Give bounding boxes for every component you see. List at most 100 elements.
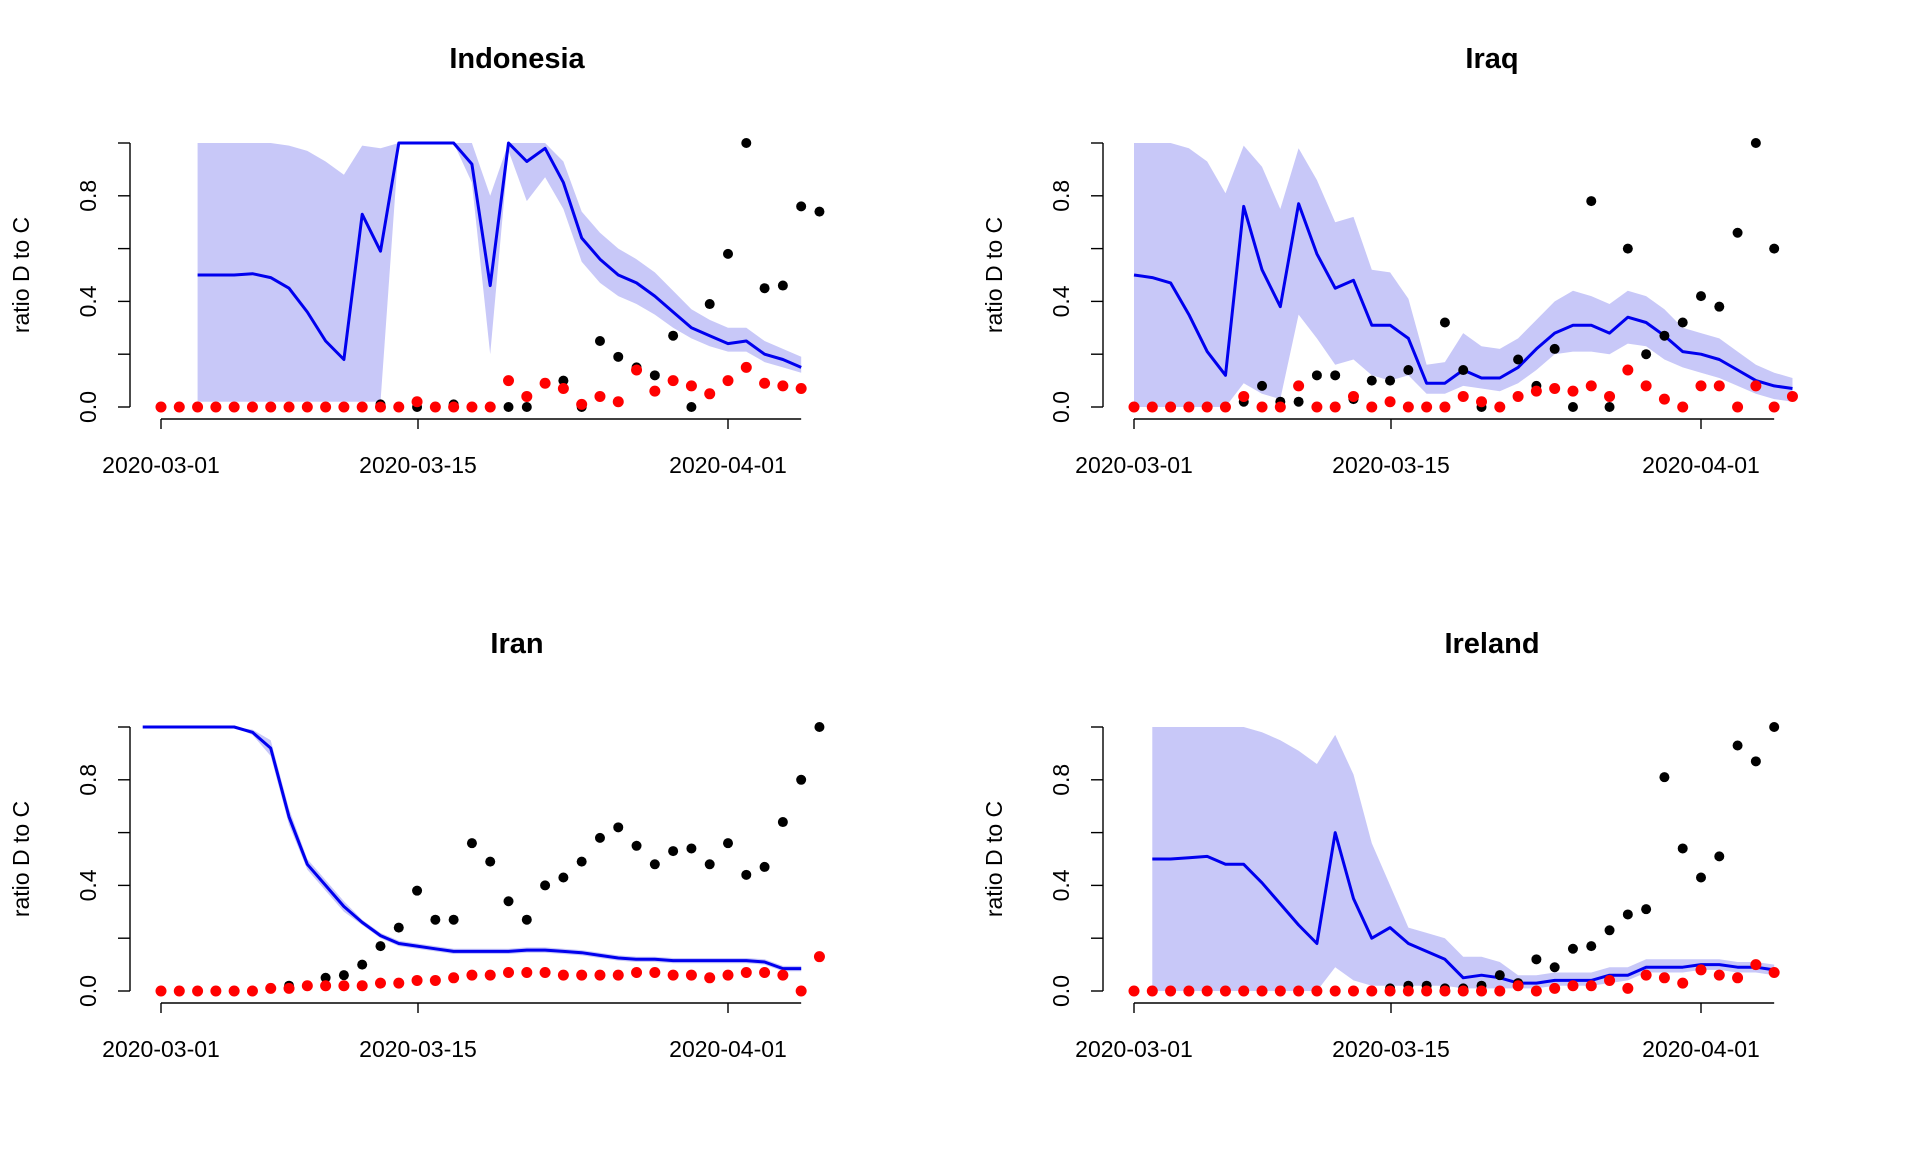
point-black xyxy=(777,280,788,291)
point-red xyxy=(1457,390,1469,402)
point-red xyxy=(649,385,661,397)
point-red xyxy=(1238,985,1250,997)
point-red xyxy=(503,967,515,979)
point-black xyxy=(1732,227,1743,238)
point-red xyxy=(374,977,386,989)
point-black xyxy=(521,402,532,412)
point-red xyxy=(374,401,386,413)
point-red xyxy=(1732,401,1744,413)
point-black xyxy=(521,914,532,925)
point-red xyxy=(1768,401,1780,413)
point-black xyxy=(1458,365,1469,376)
point-red xyxy=(393,977,405,989)
point-black xyxy=(1403,365,1414,376)
point-black xyxy=(1586,196,1597,207)
point-red xyxy=(1658,972,1670,984)
point-red xyxy=(1567,385,1579,397)
ratio-line xyxy=(197,141,802,369)
point-red xyxy=(1329,985,1341,997)
y-tick-label: 0.0 xyxy=(75,975,101,1007)
point-red xyxy=(1713,969,1725,981)
point-black xyxy=(741,869,752,880)
point-red xyxy=(1256,985,1268,997)
point-red xyxy=(685,969,697,981)
point-red xyxy=(246,985,258,997)
x-tick-label: 2020-03-01 xyxy=(102,1036,220,1062)
x-tick-label: 2020-04-01 xyxy=(1642,452,1760,478)
point-red xyxy=(1640,380,1652,392)
point-black xyxy=(1622,243,1633,254)
point-red xyxy=(448,972,460,984)
point-red xyxy=(1549,383,1561,395)
y-axis-label: ratio D to C xyxy=(981,801,1007,917)
point-red xyxy=(740,967,752,979)
x-tick-label: 2020-03-01 xyxy=(102,452,220,478)
point-red xyxy=(228,985,240,997)
point-red xyxy=(265,982,277,994)
point-red xyxy=(356,980,368,992)
point-red xyxy=(429,974,441,986)
point-black xyxy=(540,880,551,891)
panel-ireland: Ireland ratio D to C 0.0 0.4 0.8 2020-03-01 20… xyxy=(981,628,1780,1062)
point-red xyxy=(813,951,825,963)
point-black xyxy=(1586,941,1597,952)
point-red xyxy=(1604,974,1616,986)
point-red xyxy=(265,401,277,413)
point-black xyxy=(796,774,807,785)
point-red xyxy=(173,985,185,997)
point-red xyxy=(1439,401,1451,413)
point-black xyxy=(1604,402,1615,412)
point-red xyxy=(1128,985,1140,997)
y-tick-label: 0.8 xyxy=(1048,180,1074,212)
confidence-band xyxy=(197,143,802,402)
point-red xyxy=(777,380,789,392)
point-red xyxy=(246,401,258,413)
point-red xyxy=(1750,959,1762,971)
y-tick-label: 0.0 xyxy=(75,391,101,423)
point-red xyxy=(1128,401,1140,413)
point-red xyxy=(155,985,167,997)
point-black xyxy=(1622,909,1633,920)
point-red xyxy=(1311,401,1323,413)
point-red xyxy=(1329,401,1341,413)
point-black xyxy=(503,896,514,907)
point-red xyxy=(759,377,771,389)
y-tick-label: 0.8 xyxy=(75,180,101,212)
point-red xyxy=(1622,364,1634,376)
point-red xyxy=(1256,401,1268,413)
point-red xyxy=(1695,964,1707,976)
point-red xyxy=(283,401,295,413)
point-black xyxy=(613,822,624,833)
point-red xyxy=(1183,985,1195,997)
y-tick-label: 0.4 xyxy=(1048,285,1074,317)
point-black xyxy=(631,840,642,851)
point-red xyxy=(539,377,551,389)
point-black xyxy=(1385,375,1396,386)
point-red xyxy=(576,398,588,410)
point-red xyxy=(759,967,771,979)
point-red xyxy=(1421,985,1433,997)
y-axis-label: ratio D to C xyxy=(8,217,34,333)
y-tick-label: 0.0 xyxy=(1048,975,1074,1007)
point-red xyxy=(704,388,716,400)
point-red xyxy=(1494,985,1506,997)
point-black xyxy=(466,838,477,849)
point-red xyxy=(411,974,423,986)
point-red xyxy=(1512,980,1524,992)
point-red xyxy=(722,969,734,981)
point-black xyxy=(1677,317,1688,328)
point-black xyxy=(1293,396,1304,407)
point-red xyxy=(1530,985,1542,997)
point-red xyxy=(631,967,643,979)
x-tick-label: 2020-03-01 xyxy=(1075,1036,1193,1062)
point-black xyxy=(1769,722,1780,732)
point-black xyxy=(704,859,715,870)
point-red xyxy=(1293,985,1305,997)
point-red xyxy=(667,375,679,387)
point-black xyxy=(338,970,349,981)
point-black xyxy=(1549,343,1560,354)
point-black xyxy=(594,336,605,346)
point-black xyxy=(1750,138,1761,148)
point-black xyxy=(649,370,660,381)
point-red xyxy=(466,969,478,981)
